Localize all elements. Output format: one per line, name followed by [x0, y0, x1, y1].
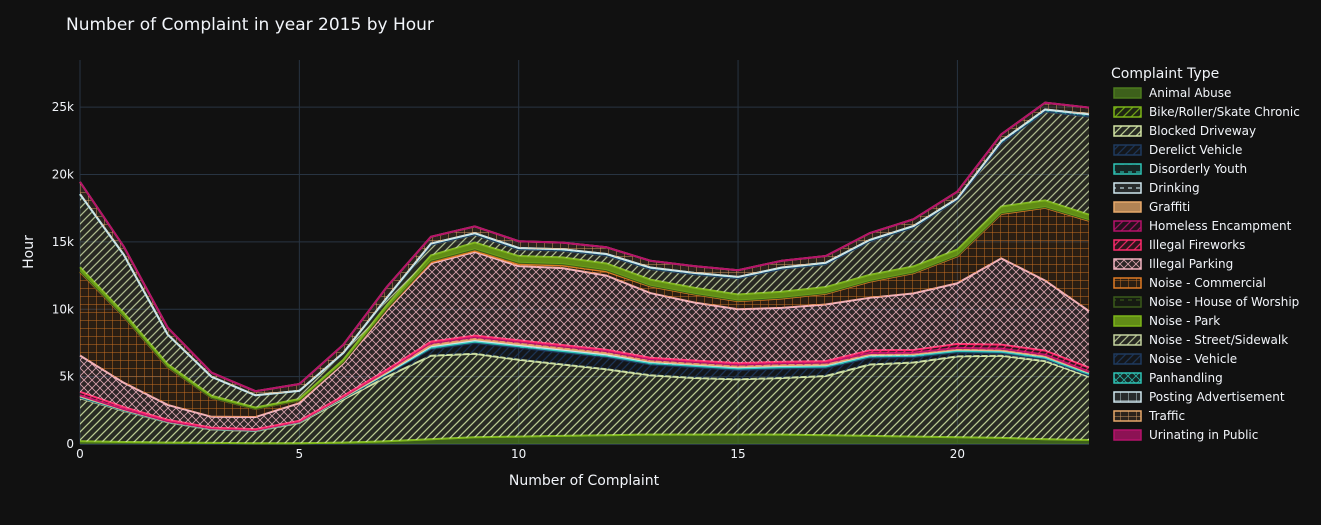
- y-tick-label: 15k: [52, 235, 74, 249]
- x-axis-title: Number of Complaint: [509, 473, 660, 489]
- legend-label: Noise - Park: [1149, 314, 1220, 328]
- legend-item-noise-street-sidewalk[interactable]: Noise - Street/Sidewalk: [1113, 333, 1288, 347]
- y-tick-label: 5k: [59, 370, 74, 384]
- legend-swatch: [1113, 334, 1142, 346]
- legend-item-drinking[interactable]: Drinking: [1113, 181, 1200, 195]
- legend-label: Posting Advertisement: [1149, 390, 1285, 404]
- legend-item-noise-commercial[interactable]: Noise - Commercial: [1113, 276, 1266, 290]
- x-tick-label: 15: [730, 447, 745, 461]
- legend-swatch: [1113, 106, 1142, 118]
- y-axis-title: Hour: [21, 235, 37, 269]
- legend-swatch: [1113, 182, 1142, 194]
- legend-label: Graffiti: [1149, 200, 1190, 214]
- x-tick-label: 0: [76, 447, 84, 461]
- legend-item-noise-vehicle[interactable]: Noise - Vehicle: [1113, 352, 1237, 366]
- legend-swatch: [1113, 277, 1142, 289]
- legend-item-derelict-vehicle[interactable]: Derelict Vehicle: [1113, 143, 1242, 157]
- legend-label: Traffic: [1148, 409, 1185, 423]
- legend-swatch: [1113, 220, 1142, 232]
- legend-label: Panhandling: [1149, 371, 1223, 385]
- chart-title: Number of Complaint in year 2015 by Hour: [66, 15, 434, 35]
- area-blocked-driveway[interactable]: [80, 353, 1089, 444]
- legend-item-panhandling[interactable]: Panhandling: [1113, 371, 1223, 385]
- legend-item-urinating-in-public[interactable]: Urinating in Public: [1113, 428, 1258, 442]
- legend-label: Bike/Roller/Skate Chronic: [1149, 105, 1300, 119]
- legend-item-noise-house-of-worship[interactable]: Noise - House of Worship: [1113, 295, 1299, 309]
- legend-swatch: [1113, 125, 1142, 137]
- legend-swatch: [1113, 239, 1142, 251]
- series-areas[interactable]: [79, 101, 1090, 445]
- y-tick-label: 0: [66, 437, 74, 451]
- legend-swatch: [1113, 144, 1142, 156]
- legend-item-posting-advertisement[interactable]: Posting Advertisement: [1113, 390, 1285, 404]
- legend-swatch: [1113, 201, 1142, 213]
- line-urinating-in-public: [79, 101, 1090, 393]
- legend-swatch: [1113, 391, 1142, 403]
- legend-item-noise-park[interactable]: Noise - Park: [1113, 314, 1220, 328]
- legend-label: Noise - Vehicle: [1149, 352, 1237, 366]
- legend-item-illegal-fireworks[interactable]: Illegal Fireworks: [1113, 238, 1245, 252]
- legend-item-traffic[interactable]: Traffic: [1113, 409, 1185, 423]
- legend-swatch: [1113, 429, 1142, 441]
- area-derelict-vehicle[interactable]: [80, 342, 1089, 432]
- area-noise-park[interactable]: [80, 200, 1089, 409]
- area-illegal-parking[interactable]: [80, 252, 1089, 430]
- legend: Complaint Type Animal Abuse Bike/Roller/S…: [1111, 66, 1300, 442]
- legend-label: Homeless Encampment: [1149, 219, 1292, 233]
- area-noise-commercial[interactable]: [80, 207, 1089, 418]
- x-axis-ticks: 0 5 10 15 20: [76, 447, 965, 461]
- legend-swatch: [1113, 163, 1142, 175]
- legend-label: Noise - House of Worship: [1149, 295, 1299, 309]
- legend-label: Drinking: [1149, 181, 1200, 195]
- area-animal-abuse[interactable]: [80, 434, 1089, 444]
- area-noise-street-sidewalk[interactable]: [80, 111, 1089, 408]
- legend-label: Blocked Driveway: [1149, 124, 1256, 138]
- area-traffic[interactable]: [80, 102, 1089, 396]
- legend-swatch: [1113, 315, 1142, 327]
- legend-swatch: [1113, 372, 1142, 384]
- series-urinating-in-public[interactable]: [79, 101, 1090, 393]
- legend-label: Disorderly Youth: [1149, 162, 1247, 176]
- x-tick-label: 20: [950, 447, 965, 461]
- x-tick-label: 10: [511, 447, 526, 461]
- legend-label: Illegal Parking: [1149, 257, 1233, 271]
- legend-item-illegal-parking[interactable]: Illegal Parking: [1113, 257, 1233, 271]
- legend-label: Animal Abuse: [1149, 86, 1231, 100]
- legend-swatch: [1113, 87, 1142, 99]
- legend-swatch: [1113, 258, 1142, 270]
- legend-label: Noise - Commercial: [1149, 276, 1266, 290]
- legend-item-graffiti[interactable]: Graffiti: [1113, 200, 1190, 214]
- x-tick-label: 5: [296, 447, 304, 461]
- legend-label: Noise - Street/Sidewalk: [1149, 333, 1288, 347]
- legend-item-bike-roller-skate-chronic[interactable]: Bike/Roller/Skate Chronic: [1113, 105, 1300, 119]
- legend-item-animal-abuse[interactable]: Animal Abuse: [1113, 86, 1231, 100]
- y-axis-ticks: 0 5k 10k 15k 20k 25k: [52, 100, 74, 451]
- legend-item-blocked-driveway[interactable]: Blocked Driveway: [1113, 124, 1256, 138]
- legend-swatch: [1113, 353, 1142, 365]
- y-tick-label: 10k: [52, 302, 74, 316]
- legend-item-disorderly-youth[interactable]: Disorderly Youth: [1113, 162, 1247, 176]
- legend-label: Derelict Vehicle: [1149, 143, 1242, 157]
- legend-title: Complaint Type: [1111, 66, 1219, 82]
- legend-swatch: [1113, 296, 1142, 308]
- y-tick-label: 25k: [52, 100, 74, 114]
- legend-label: Illegal Fireworks: [1149, 238, 1245, 252]
- y-tick-label: 20k: [52, 168, 74, 182]
- legend-swatch: [1113, 410, 1142, 422]
- legend-item-homeless-encampment[interactable]: Homeless Encampment: [1113, 219, 1292, 233]
- legend-label: Urinating in Public: [1149, 428, 1258, 442]
